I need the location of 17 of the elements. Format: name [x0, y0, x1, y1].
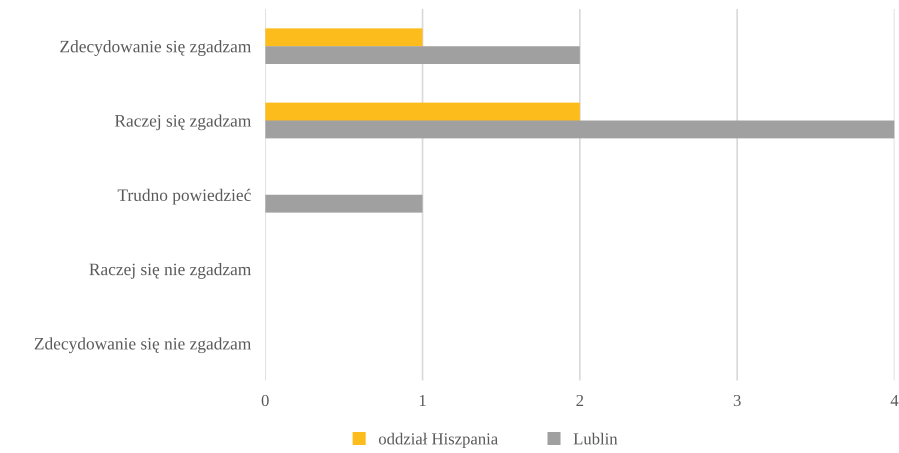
x-tick-label: 0 — [262, 394, 269, 406]
x-tick-label: 4 — [890, 395, 898, 406]
y-tick-label: Zdecydowanie się nie zgadzam — [34, 337, 252, 354]
x-tick-label: 3 — [734, 394, 741, 406]
bar — [265, 28, 423, 46]
y-tick-label: Zdecydowanie się zgadzam — [60, 40, 252, 56]
bar — [265, 46, 580, 64]
x-tick-label: 1 — [420, 394, 426, 406]
y-tick-label: Trudno powiedzieć — [118, 188, 251, 205]
bar — [265, 102, 580, 120]
legend-label: oddział Hiszpania — [378, 432, 498, 448]
bar — [265, 194, 423, 213]
x-tick-label: 2 — [576, 394, 584, 406]
y-tick-label: Raczej się nie zgadzam — [89, 263, 252, 279]
y-tick-label: Raczej się zgadzam — [114, 114, 252, 130]
bar — [265, 120, 895, 138]
legend-label: Lublin — [574, 432, 618, 444]
